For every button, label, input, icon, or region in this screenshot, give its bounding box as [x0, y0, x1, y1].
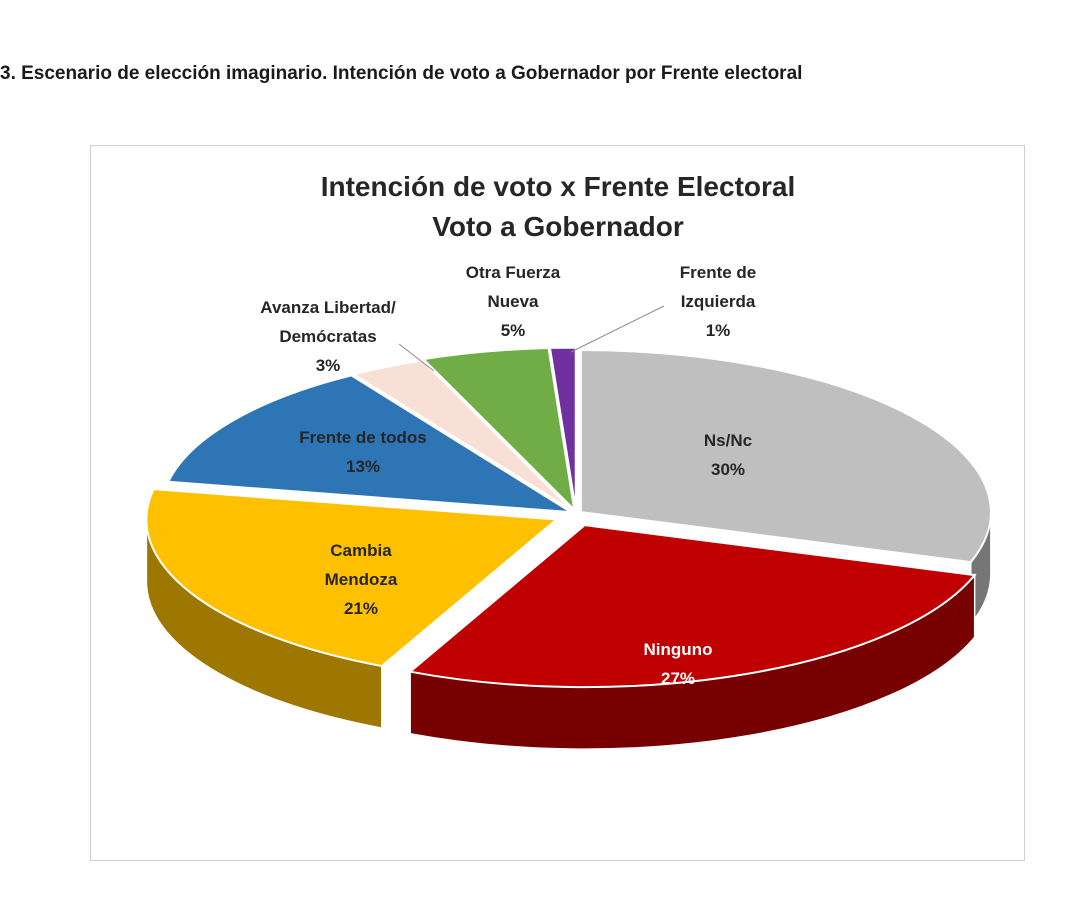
pie-slice	[421, 347, 576, 513]
slice-label: Frente de todos	[299, 428, 427, 447]
data-label: 21%	[344, 599, 378, 618]
pie-chart: Intención de voto x Frente Electoral Voto…	[145, 171, 992, 750]
leader-line	[398, 343, 435, 372]
chart-title-line: Voto a Gobernador	[432, 211, 684, 242]
slice-label: Demócratas	[279, 327, 376, 346]
slice-label: Izquierda	[681, 292, 756, 311]
pie-slice	[548, 346, 577, 510]
slice-label: Otra Fuerza	[466, 263, 561, 282]
slice-label: Ns/Nc	[704, 431, 752, 450]
data-label: 1%	[706, 321, 731, 340]
slice-label: Avanza Libertad/	[260, 298, 396, 317]
pie-top-faces	[145, 346, 992, 689]
slice-label: Cambia	[330, 541, 392, 560]
data-label: 5%	[501, 321, 526, 340]
document-heading: 3. Escenario de elección imaginario. Int…	[0, 63, 803, 84]
data-label: 13%	[346, 457, 380, 476]
pie-slice	[166, 374, 572, 514]
pie-slice	[145, 488, 559, 668]
slice-labels: Ns/Nc 30% Ninguno 27% Cambia Mendoza 21% Frente…	[260, 263, 756, 688]
pie-slice	[351, 359, 574, 512]
data-label: 30%	[711, 460, 745, 479]
leader-line	[570, 305, 665, 353]
slice-label: Frente de	[680, 263, 757, 282]
chart-title-line: Intención de voto x Frente Electoral	[321, 171, 796, 202]
slice-label: Nueva	[487, 292, 539, 311]
data-label: 3%	[316, 356, 341, 375]
pie-slice	[579, 349, 992, 564]
slice-label: Ninguno	[644, 640, 713, 659]
data-label: 27%	[661, 669, 695, 688]
slice-label: Mendoza	[325, 570, 398, 589]
chart-frame: Intención de voto x Frente Electoral Voto…	[90, 145, 1025, 861]
pie-slice	[407, 524, 977, 689]
